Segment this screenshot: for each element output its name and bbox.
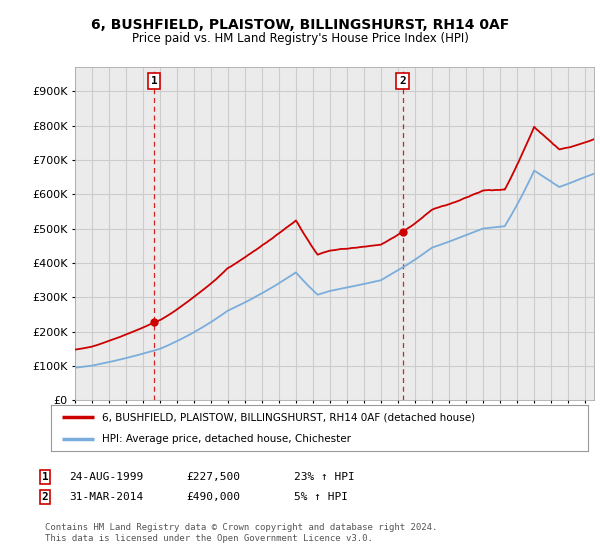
Text: 1: 1 bbox=[41, 472, 49, 482]
Text: 2: 2 bbox=[399, 76, 406, 86]
Text: 6, BUSHFIELD, PLAISTOW, BILLINGSHURST, RH14 0AF: 6, BUSHFIELD, PLAISTOW, BILLINGSHURST, R… bbox=[91, 18, 509, 32]
Text: Contains HM Land Registry data © Crown copyright and database right 2024.
This d: Contains HM Land Registry data © Crown c… bbox=[45, 524, 437, 543]
Text: 31-MAR-2014: 31-MAR-2014 bbox=[69, 492, 143, 502]
Text: 5% ↑ HPI: 5% ↑ HPI bbox=[294, 492, 348, 502]
Text: 23% ↑ HPI: 23% ↑ HPI bbox=[294, 472, 355, 482]
Text: HPI: Average price, detached house, Chichester: HPI: Average price, detached house, Chic… bbox=[102, 435, 351, 444]
Text: 1: 1 bbox=[151, 76, 157, 86]
Text: Price paid vs. HM Land Registry's House Price Index (HPI): Price paid vs. HM Land Registry's House … bbox=[131, 31, 469, 45]
Text: 24-AUG-1999: 24-AUG-1999 bbox=[69, 472, 143, 482]
Text: £490,000: £490,000 bbox=[186, 492, 240, 502]
Text: £227,500: £227,500 bbox=[186, 472, 240, 482]
Text: 2: 2 bbox=[41, 492, 49, 502]
Text: 6, BUSHFIELD, PLAISTOW, BILLINGSHURST, RH14 0AF (detached house): 6, BUSHFIELD, PLAISTOW, BILLINGSHURST, R… bbox=[102, 412, 475, 422]
